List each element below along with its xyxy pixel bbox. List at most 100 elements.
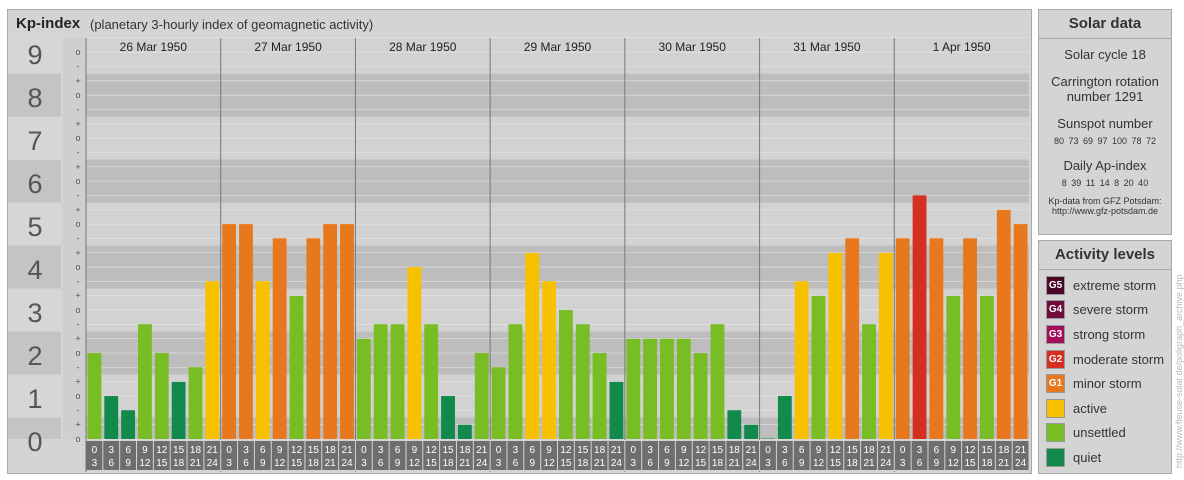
activity-levels-panel: Activity levels G5 extreme storm G4 severe … bbox=[1038, 240, 1172, 474]
kp-bar bbox=[963, 238, 977, 439]
kp-bar bbox=[491, 367, 506, 439]
hour-end-label: 24 bbox=[746, 458, 758, 469]
carrington-line-2: number 1291 bbox=[1066, 89, 1144, 104]
hour-cell bbox=[473, 441, 490, 470]
kp-bar bbox=[929, 238, 944, 439]
hour-start-label: 15 bbox=[712, 445, 724, 456]
hour-end-label: 6 bbox=[782, 458, 788, 469]
kp-band-label-bg-1 bbox=[8, 374, 61, 418]
kp-band-0 bbox=[86, 417, 1029, 439]
hour-cell bbox=[288, 441, 305, 470]
hour-end-label: 24 bbox=[476, 458, 488, 469]
hour-cell bbox=[692, 441, 709, 470]
activity-swatch: G5 bbox=[1046, 275, 1065, 295]
kp-bar bbox=[171, 381, 186, 439]
sub-tick-label: o bbox=[75, 176, 80, 186]
kp-bar bbox=[811, 295, 826, 439]
kp-bar bbox=[138, 324, 152, 439]
hour-cell bbox=[995, 441, 1012, 470]
hour-end-label: 6 bbox=[378, 458, 384, 469]
chart-subtitle: (planetary 3-hourly index of geomagnetic… bbox=[90, 17, 374, 32]
day-label: 1 Apr 1950 bbox=[933, 40, 991, 54]
activity-levels-heading: Activity levels bbox=[1039, 241, 1171, 270]
hour-end-label: 24 bbox=[611, 458, 623, 469]
watermark-url: http://www.fleuse-solar.de/poligraph_arc… bbox=[1174, 274, 1184, 468]
kp-bar bbox=[912, 195, 927, 439]
kp-bar bbox=[272, 238, 287, 439]
hour-start-label: 15 bbox=[577, 445, 589, 456]
kp-bar bbox=[828, 252, 843, 439]
hour-start-label: 18 bbox=[459, 445, 471, 456]
hour-end-label: 9 bbox=[529, 458, 535, 469]
hour-cell bbox=[456, 441, 473, 470]
kp-bar bbox=[373, 324, 388, 439]
activity-level-active: active bbox=[1039, 396, 1171, 421]
sub-tick-label: o bbox=[75, 305, 80, 315]
activity-swatch: G4 bbox=[1046, 300, 1065, 320]
hour-cell bbox=[339, 441, 355, 470]
hour-start-label: 21 bbox=[880, 445, 892, 456]
hour-start-label: 12 bbox=[560, 445, 572, 456]
hour-start-label: 9 bbox=[681, 445, 687, 456]
kp-bar bbox=[340, 224, 354, 439]
hour-end-label: 3 bbox=[630, 458, 636, 469]
hour-cell bbox=[490, 441, 507, 470]
activity-levels-list: G5 extreme storm G4 severe storm G3 strong st… bbox=[1039, 270, 1171, 470]
activity-level-minor-storm: G1 minor storm bbox=[1039, 371, 1171, 396]
kp-bar bbox=[121, 410, 136, 439]
hour-end-label: 18 bbox=[173, 458, 185, 469]
hour-start-label: 0 bbox=[496, 445, 502, 456]
kp-bar bbox=[356, 338, 371, 439]
hour-start-label: 18 bbox=[325, 445, 337, 456]
hour-start-label: 15 bbox=[847, 445, 859, 456]
kp-bar bbox=[239, 224, 253, 439]
hour-start-label: 9 bbox=[277, 445, 283, 456]
hour-start-label: 21 bbox=[476, 445, 488, 456]
hour-end-label: 15 bbox=[560, 458, 572, 469]
sub-tick-label: + bbox=[75, 291, 80, 301]
sub-tick-label: - bbox=[77, 190, 80, 200]
hour-start-label: 18 bbox=[729, 445, 741, 456]
kp-bar bbox=[643, 338, 658, 439]
data-source-link[interactable]: http://www.gfz-potsdam.de bbox=[1051, 206, 1159, 216]
y-tick-label: 2 bbox=[27, 341, 42, 371]
kp-band-label-bg-3 bbox=[8, 288, 61, 332]
hour-end-label: 15 bbox=[695, 458, 707, 469]
kp-bar bbox=[542, 281, 556, 439]
hour-end-label: 24 bbox=[1015, 458, 1027, 469]
hour-end-label: 12 bbox=[813, 458, 825, 469]
kp-bar bbox=[441, 396, 455, 439]
sub-tick-label: o bbox=[75, 219, 80, 229]
hour-start-label: 9 bbox=[142, 445, 148, 456]
hour-start-label: 3 bbox=[917, 445, 923, 456]
kp-bar bbox=[154, 353, 169, 439]
kp-bar bbox=[878, 252, 893, 439]
hour-cell bbox=[153, 441, 170, 470]
sub-tick-label: + bbox=[75, 76, 80, 86]
hour-cell bbox=[877, 441, 894, 470]
kp-bar bbox=[575, 324, 590, 439]
hour-start-label: 0 bbox=[900, 445, 906, 456]
sub-tick-label: o bbox=[75, 133, 80, 143]
hour-cell bbox=[204, 441, 221, 470]
day-label: 28 Mar 1950 bbox=[389, 40, 457, 54]
activity-label: quiet bbox=[1073, 449, 1102, 465]
hour-cell bbox=[103, 441, 120, 470]
hour-start-label: 0 bbox=[92, 445, 98, 456]
hour-cell bbox=[1012, 441, 1029, 470]
hour-start-label: 12 bbox=[291, 445, 303, 456]
hour-start-label: 6 bbox=[260, 445, 266, 456]
hour-cell bbox=[221, 441, 238, 470]
sub-tick-label: - bbox=[77, 147, 80, 157]
y-tick-label: 8 bbox=[27, 83, 42, 113]
hour-start-label: 12 bbox=[426, 445, 438, 456]
y-tick-label: 7 bbox=[27, 126, 42, 156]
hour-start-label: 9 bbox=[546, 445, 552, 456]
activity-label: minor storm bbox=[1073, 376, 1142, 392]
hour-end-label: 3 bbox=[496, 458, 502, 469]
hour-cell bbox=[271, 441, 288, 470]
hour-cell bbox=[810, 441, 827, 470]
kp-bar bbox=[104, 396, 119, 439]
data-source-line-1: Kp-data from GFZ Potsdam: bbox=[1048, 196, 1162, 206]
